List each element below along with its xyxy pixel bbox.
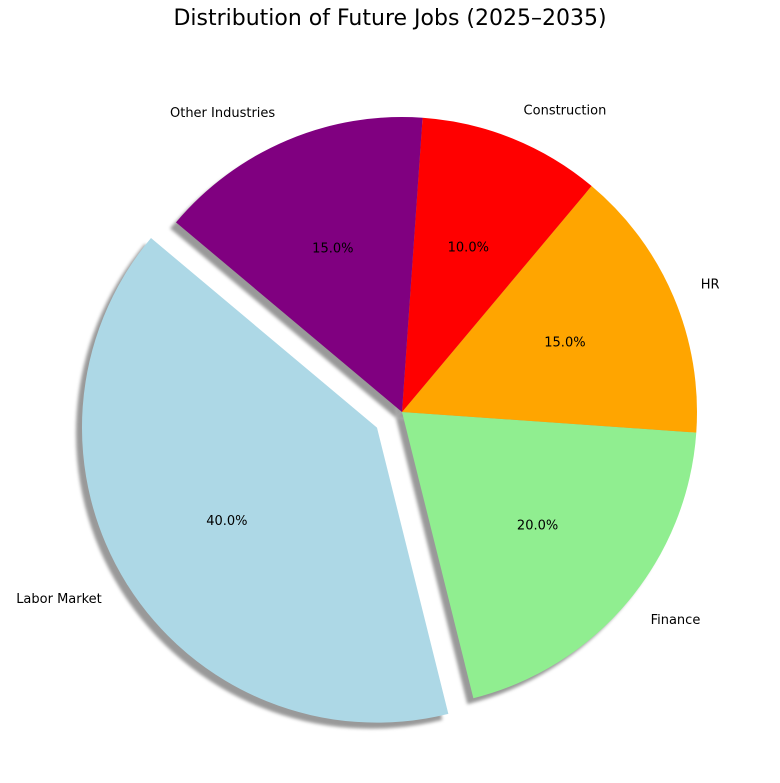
pie-slice-hr: [402, 186, 697, 433]
chart-title: Distribution of Future Jobs (2025–2035): [173, 6, 607, 31]
slice-label-hr: HR: [701, 278, 720, 293]
slice-label-finance: Finance: [651, 613, 701, 628]
slice-label-other-industries: Other Industries: [170, 106, 275, 121]
pie-label-layer: 40.0% Labor Market 20.0% Finance 15.0% HR 10.0…: [16, 104, 719, 628]
pie-slice-labor-market: [81, 238, 449, 723]
pct-label-other-industries: 15.0%: [312, 242, 353, 257]
pie-slice-construction: [402, 117, 592, 413]
pie-slice-layer: [81, 117, 697, 723]
pct-label-finance: 20.0%: [517, 518, 558, 533]
pct-label-labor-market: 40.0%: [206, 514, 247, 529]
pct-label-construction: 10.0%: [448, 240, 489, 255]
slice-label-labor-market: Labor Market: [16, 592, 102, 607]
pie-slice-finance: [402, 412, 697, 699]
slice-label-construction: Construction: [524, 104, 607, 119]
pct-label-hr: 15.0%: [544, 335, 585, 350]
pie-slice-other-industries: [176, 117, 423, 413]
